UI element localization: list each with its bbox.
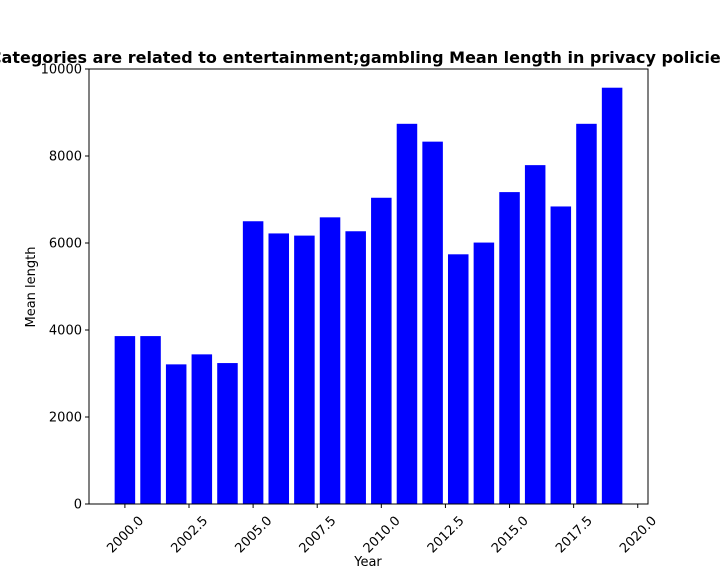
x-tick-label: 2007.5 [297,514,340,557]
bar-2011 [396,123,418,504]
bar-2008 [319,217,341,504]
x-axis-label: Year [353,555,382,570]
bar-2013 [447,254,469,504]
bar-2001 [140,336,161,504]
y-axis-label: Mean length [24,247,39,328]
y-tick-label: 6000 [49,237,82,252]
bar-2016 [524,165,546,504]
x-tick-label: 2015.0 [489,514,532,557]
x-tick-label: 2012.5 [425,514,468,557]
bar-2009 [345,231,366,504]
bar-2010 [371,197,392,504]
x-tick-label: 2017.5 [553,514,596,557]
y-axis: 0 2000 4000 6000 8000 10000 [41,63,89,513]
y-tick-label: 2000 [49,411,82,426]
bar-2005 [242,221,264,504]
x-tick-label: 2010.0 [361,514,404,557]
bars-group [114,87,623,505]
bar-2000 [114,336,136,504]
y-tick-label: 4000 [49,324,82,339]
bar-2003 [191,354,213,504]
x-tick-label: 2002.5 [168,514,211,557]
bar-2006 [268,233,290,504]
y-tick-label: 0 [74,498,82,513]
x-tick-label: 2020.0 [617,514,660,557]
x-axis: 2000.0 2002.5 2005.0 2007.5 2010.0 2012.5 2015… [104,504,660,556]
bar-2017 [550,206,572,504]
bar-2004 [217,363,238,504]
chart-title: Categories are related to entertainment;… [0,48,720,67]
bar-2002 [165,364,187,504]
bar-2007 [294,235,315,505]
bar-2015 [499,192,520,505]
plot-frame [88,68,649,505]
bar-2014 [473,242,495,504]
x-tick-label: 2005.0 [233,514,276,557]
bar-2019 [601,87,623,504]
y-tick-label: 8000 [49,150,82,165]
bar-2018 [576,123,597,504]
y-tick-label: 10000 [41,63,82,78]
x-tick-label: 2000.0 [104,514,147,557]
bar-2012 [422,141,443,504]
